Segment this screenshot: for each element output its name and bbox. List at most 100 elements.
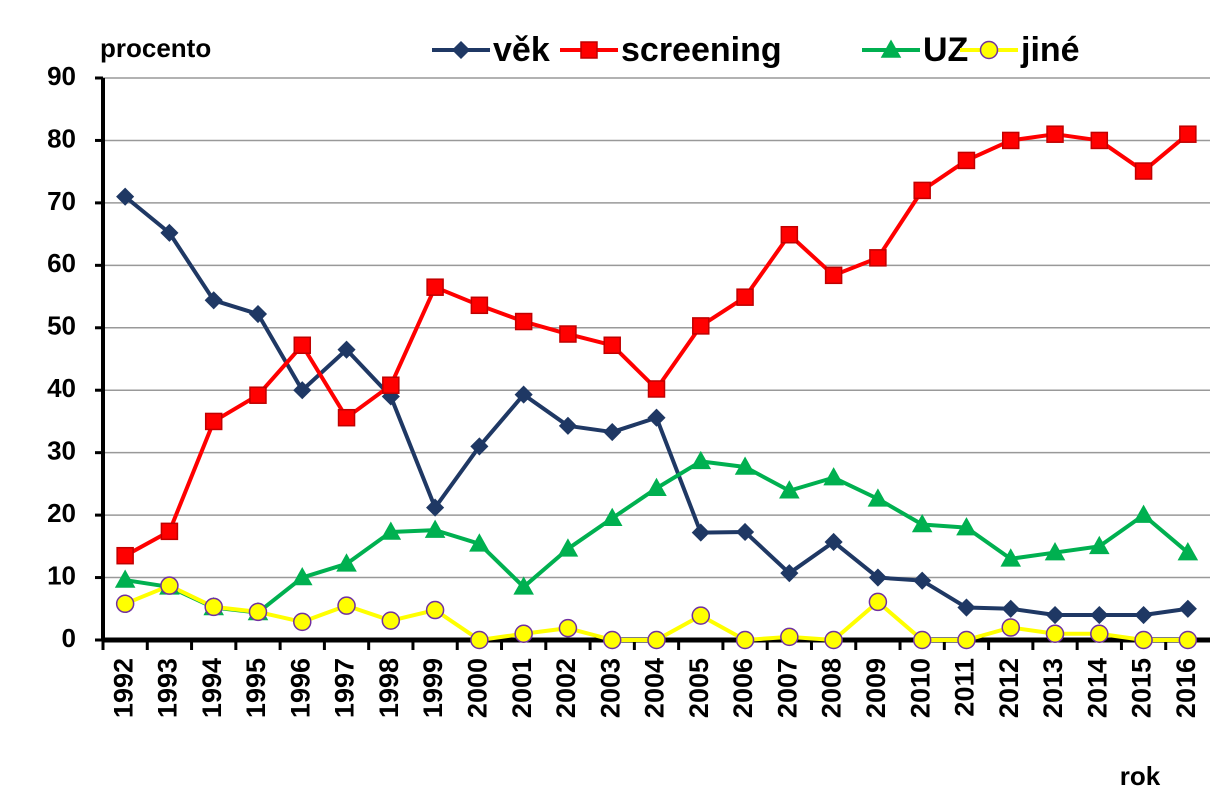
y-tick-label: 80 <box>47 123 76 153</box>
legend-label: věk <box>493 31 550 69</box>
data-point <box>557 538 579 557</box>
data-point <box>337 340 356 359</box>
data-point <box>426 278 444 296</box>
data-point <box>1090 131 1109 150</box>
data-point <box>1090 605 1109 625</box>
data-point <box>160 576 179 595</box>
y-tick-label: 20 <box>47 498 76 528</box>
y-tick-label: 40 <box>47 373 76 403</box>
data-point <box>647 630 666 650</box>
x-tick-label: 1999 <box>418 658 448 718</box>
data-point <box>824 630 843 650</box>
data-point <box>1001 599 1020 618</box>
data-point <box>470 630 489 650</box>
data-point <box>248 602 268 622</box>
data-point <box>381 611 401 630</box>
data-point <box>558 416 578 435</box>
legend-marker <box>580 41 598 59</box>
x-tick-label: 2010 <box>905 658 935 718</box>
data-point <box>426 498 445 517</box>
data-point <box>160 522 179 541</box>
data-point <box>824 266 843 285</box>
data-point <box>867 488 889 507</box>
data-point <box>293 381 312 400</box>
x-tick-label: 1992 <box>108 658 138 718</box>
data-point <box>824 532 843 552</box>
data-point <box>249 386 267 404</box>
data-point <box>691 606 711 625</box>
data-point <box>114 569 136 588</box>
data-point <box>514 385 533 404</box>
x-tick-label: 2005 <box>684 658 714 718</box>
x-tick-label: 2008 <box>817 658 847 718</box>
data-point <box>1134 162 1153 180</box>
data-point <box>957 151 976 170</box>
data-point <box>1046 125 1064 143</box>
y-tick-label: 90 <box>47 61 76 91</box>
data-point <box>912 630 932 650</box>
data-point <box>382 376 400 394</box>
data-point <box>1001 131 1020 150</box>
data-point <box>1134 605 1153 625</box>
data-point <box>470 437 489 456</box>
data-point <box>1134 630 1153 650</box>
y-tick-label: 0 <box>62 623 76 653</box>
data-point <box>735 630 755 650</box>
data-point <box>559 325 577 343</box>
series-line <box>123 195 1189 618</box>
data-point <box>116 187 135 206</box>
x-tick-label: 2009 <box>861 658 891 718</box>
x-tick-label: 2011 <box>950 658 980 717</box>
x-tick-label: 2016 <box>1171 658 1201 718</box>
data-point <box>513 576 534 595</box>
data-point <box>293 336 312 355</box>
data-point <box>248 304 268 324</box>
data-point <box>735 522 755 542</box>
legend-marker <box>979 40 999 60</box>
data-point <box>160 223 179 242</box>
x-tick-label: 2015 <box>1127 658 1157 718</box>
x-axis-label: rok <box>1120 761 1161 790</box>
data-point <box>913 181 931 200</box>
data-point <box>425 600 445 620</box>
data-point <box>1045 624 1065 644</box>
legend-marker <box>451 40 471 60</box>
x-tick-label: 2001 <box>507 658 537 718</box>
data-point <box>1178 630 1198 650</box>
data-point <box>1178 599 1197 618</box>
x-tick-label: 1995 <box>241 658 271 718</box>
data-point <box>690 450 712 470</box>
data-point <box>691 523 710 542</box>
data-point <box>514 312 533 331</box>
data-point <box>734 456 756 475</box>
data-point <box>780 225 799 244</box>
data-point <box>957 598 976 617</box>
data-point <box>956 517 977 536</box>
data-point <box>780 627 799 647</box>
data-point <box>380 521 402 540</box>
data-point <box>601 507 623 526</box>
data-point <box>115 594 135 614</box>
x-tick-label: 1996 <box>285 658 315 718</box>
data-point <box>646 477 667 497</box>
x-tick-label: 2000 <box>463 658 493 718</box>
x-tick-label: 2006 <box>728 658 758 718</box>
data-point <box>1089 535 1110 555</box>
data-point <box>336 553 357 572</box>
data-point <box>291 567 313 586</box>
data-point <box>293 612 312 632</box>
data-point <box>337 596 356 615</box>
data-point <box>780 564 799 583</box>
x-tick-label: 1994 <box>197 658 227 718</box>
x-tick-label: 1997 <box>330 658 360 718</box>
data-point <box>558 618 578 638</box>
data-point <box>647 408 666 427</box>
data-point <box>647 380 666 398</box>
y-tick-label: 50 <box>47 311 76 341</box>
legend-label: screening <box>621 31 782 69</box>
x-tick-label: 2012 <box>994 658 1024 718</box>
data-point <box>1090 624 1109 644</box>
data-point <box>1045 605 1065 625</box>
x-tick-label: 2003 <box>595 658 625 718</box>
